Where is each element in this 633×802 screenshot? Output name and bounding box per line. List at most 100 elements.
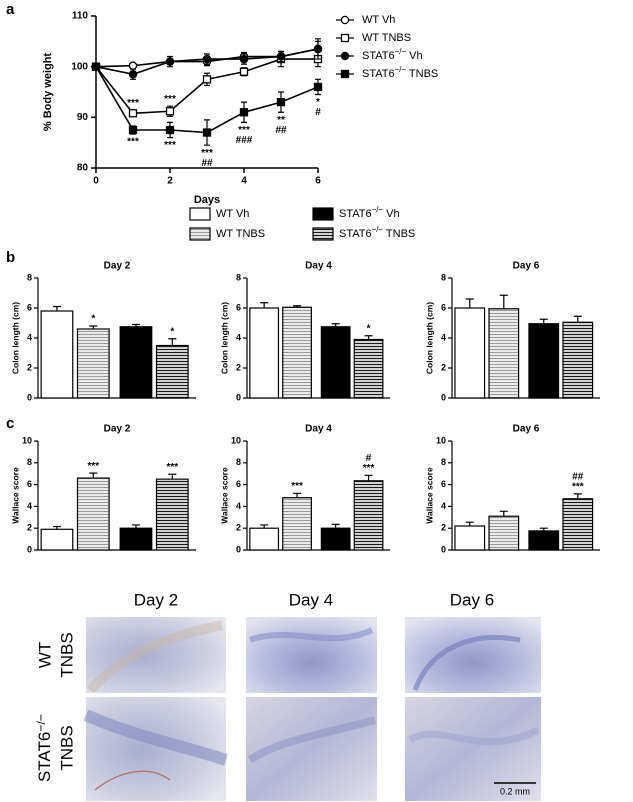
error-bar xyxy=(364,474,373,481)
marker xyxy=(340,33,350,43)
y-tick-label: 2 xyxy=(236,362,241,372)
marker xyxy=(202,54,212,64)
y-tick-label: 8 xyxy=(441,272,446,282)
significance-label: *** xyxy=(127,137,139,148)
significance-label: *** xyxy=(164,94,176,105)
error-bar xyxy=(499,294,508,309)
y-tick-label: 4 xyxy=(27,501,32,511)
significance-label: ## xyxy=(201,158,213,169)
significance-label: # xyxy=(315,107,321,118)
chart-title: Day 2 xyxy=(104,261,131,272)
y-tick-label: 0 xyxy=(236,544,241,554)
text-part: STAT6 xyxy=(35,732,54,782)
error-bar xyxy=(465,521,474,527)
text-part: −/− xyxy=(34,714,48,732)
y-axis-label: Colon length (cm) xyxy=(10,302,20,374)
bar xyxy=(249,527,280,551)
y-tick-label: 0 xyxy=(27,392,32,402)
tissue-texture xyxy=(412,634,521,691)
y-tick-label: 2 xyxy=(441,523,446,533)
bar xyxy=(454,307,486,399)
marker xyxy=(340,15,350,25)
significance-label: *** xyxy=(572,482,584,493)
marker xyxy=(276,52,286,61)
y-tick-label: 8 xyxy=(236,272,241,282)
legend-label: WT TNBS xyxy=(362,32,411,44)
x-tick-label: 6 xyxy=(315,176,321,187)
error-bar xyxy=(52,305,61,311)
y-tick-label: 0 xyxy=(441,544,446,554)
significance-label: *** xyxy=(166,462,178,473)
row-label: WT xyxy=(35,642,54,668)
bar xyxy=(488,515,520,551)
x-axis-label: Days xyxy=(194,194,220,206)
y-tick-label: 90 xyxy=(77,112,89,123)
x-tick-label: 4 xyxy=(241,176,247,187)
y-axis-label: Colon length (cm) xyxy=(424,302,434,374)
bar xyxy=(40,310,74,399)
panel-label: a xyxy=(6,1,15,18)
bar xyxy=(454,525,486,551)
marker xyxy=(239,54,249,64)
error-bar xyxy=(331,523,340,529)
bar xyxy=(488,308,520,399)
bar xyxy=(353,480,384,551)
bar xyxy=(119,326,153,399)
marker xyxy=(165,107,175,116)
marker xyxy=(165,57,175,66)
significance-label: # xyxy=(366,453,372,464)
legend-label: STAT6−/− TNBS xyxy=(339,225,415,240)
chart-title: Day 4 xyxy=(305,261,332,272)
histology-image xyxy=(405,617,541,693)
bar xyxy=(282,497,312,551)
y-tick-label: 4 xyxy=(441,501,446,511)
text-part: −/− xyxy=(395,47,407,56)
y-tick-label: 4 xyxy=(441,332,446,342)
marker xyxy=(202,75,212,84)
error-bar xyxy=(539,318,548,324)
bar xyxy=(528,530,560,551)
marker xyxy=(313,44,323,54)
bar xyxy=(528,323,560,399)
histology-images xyxy=(83,617,541,801)
text-part: TNBS xyxy=(383,228,415,240)
bar xyxy=(76,477,110,551)
y-tick-label: 80 xyxy=(77,163,89,174)
legend-label: STAT6−/− Vh xyxy=(362,47,423,62)
marker xyxy=(239,67,249,76)
error-bar xyxy=(465,298,474,308)
y-tick-label: 8 xyxy=(236,457,241,467)
error-bar xyxy=(260,302,269,308)
bar xyxy=(282,306,312,399)
y-tick-label: 2 xyxy=(27,523,32,533)
text-part: STAT6 xyxy=(362,50,395,62)
marker xyxy=(202,128,212,137)
error-bar xyxy=(89,472,98,479)
scale-bar-label: 0.2 mm xyxy=(500,786,530,796)
marker xyxy=(128,125,138,135)
legend-swatch xyxy=(189,207,211,221)
marker xyxy=(91,62,101,71)
bar xyxy=(119,527,153,551)
text-part: TNBS xyxy=(406,68,438,80)
bar xyxy=(249,307,280,399)
y-tick-label: 2 xyxy=(236,523,241,533)
significance-label: *** xyxy=(164,140,176,151)
y-tick-label: 6 xyxy=(441,302,446,312)
text-part: Vh xyxy=(406,50,423,62)
text-part: STAT6 xyxy=(362,68,395,80)
bar xyxy=(155,478,189,551)
text-part: −/− xyxy=(372,225,384,234)
significance-label: * xyxy=(367,323,371,334)
error-bar xyxy=(499,510,508,517)
significance-label: * xyxy=(316,97,320,108)
bar xyxy=(320,326,351,399)
marker xyxy=(340,51,350,61)
tissue-texture xyxy=(83,709,228,766)
marker xyxy=(128,70,138,79)
legend-label: STAT6−/− TNBS xyxy=(362,65,438,80)
marker xyxy=(128,61,138,70)
legend-label: WT Vh xyxy=(216,208,249,220)
error-bar xyxy=(293,492,302,498)
